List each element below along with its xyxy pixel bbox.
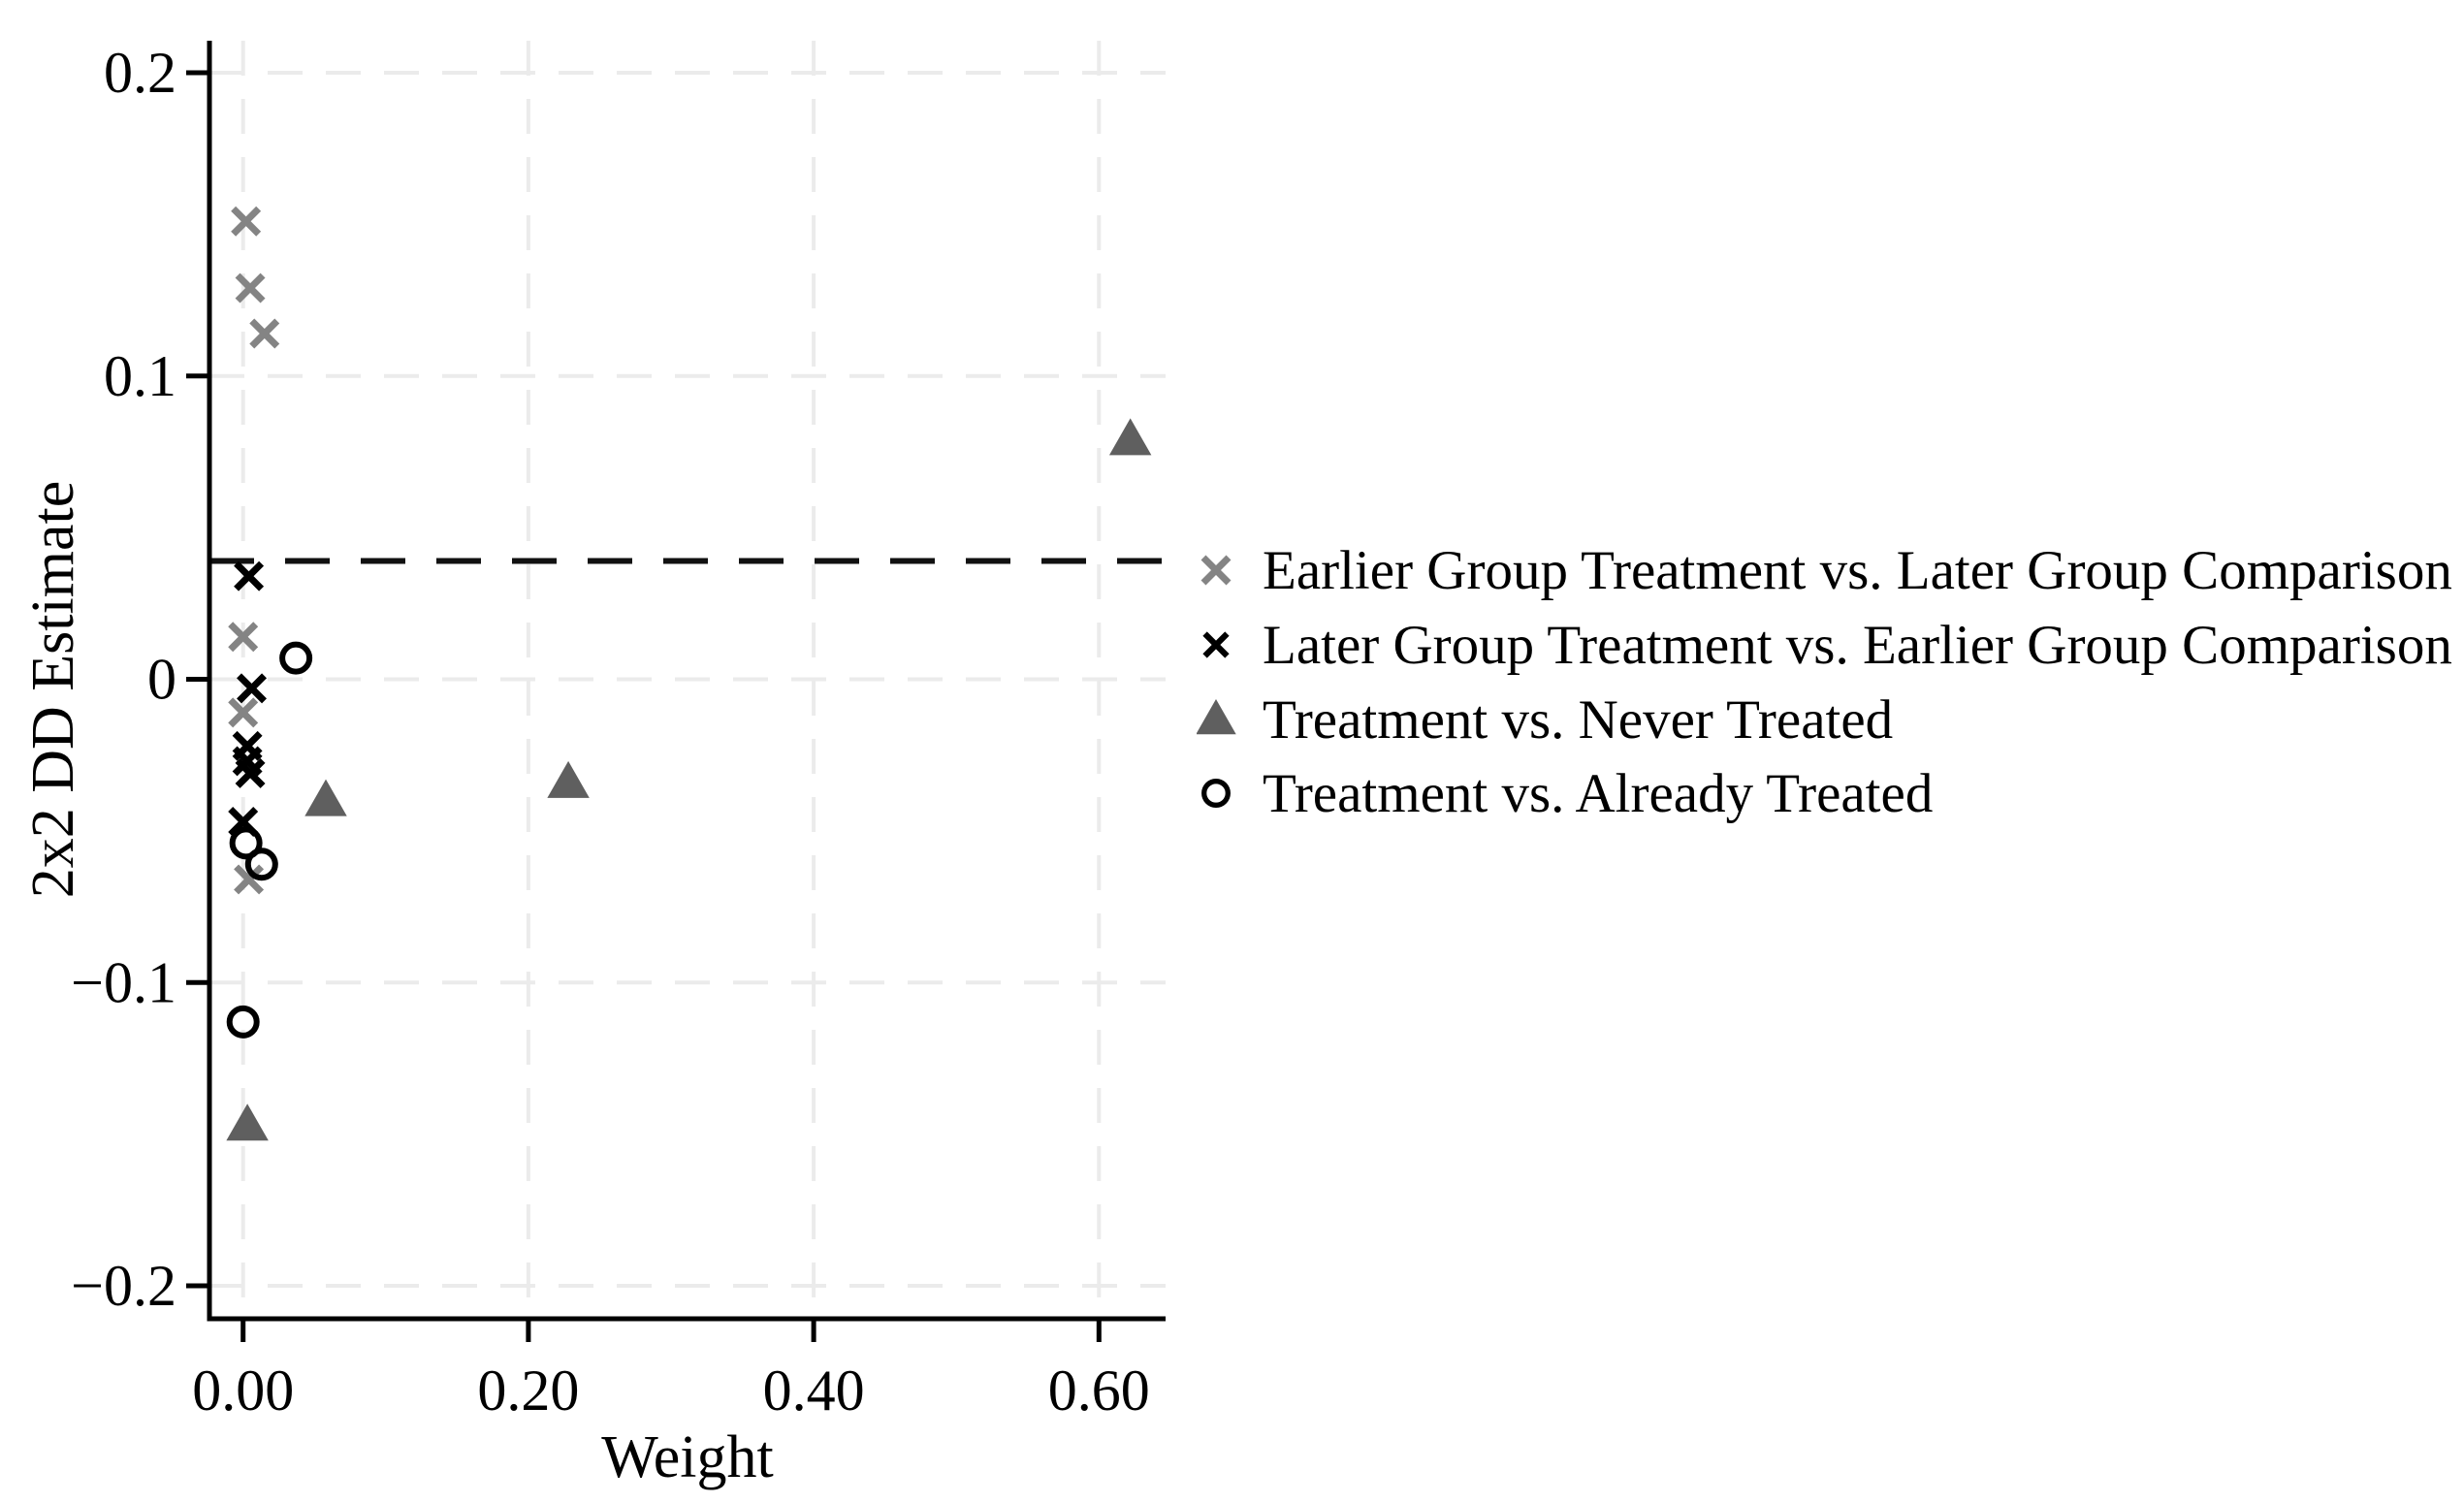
triangle-marker (1197, 698, 1236, 735)
x-axis-title: Weight (601, 1424, 774, 1490)
data-point-marker (1108, 418, 1152, 456)
x-tick-label: 0.20 (477, 1359, 579, 1423)
legend-item: Treatment vs. Already Treated (1197, 760, 1933, 826)
legend-item: Later Group Treatment vs. Earlier Group … (1197, 612, 2452, 678)
y-tick-label: 0.1 (104, 344, 176, 408)
x-marker (235, 757, 266, 788)
legend-marker-icon (1202, 631, 1230, 658)
y-tick-label: −0.1 (71, 950, 176, 1014)
x-marker (231, 206, 262, 237)
x-marker (228, 697, 259, 728)
circle-marker (244, 847, 278, 881)
data-point-marker (249, 318, 280, 349)
legend-marker-icon (1200, 555, 1232, 586)
circle-marker (279, 641, 313, 675)
legend-marker-icon (1201, 779, 1231, 808)
x-marker (234, 864, 265, 895)
legend-item: Treatment vs. Never Treated (1197, 687, 1893, 752)
y-tick-label: 0 (147, 648, 176, 712)
y-tick-label: 0.2 (104, 41, 176, 105)
x-marker (1200, 555, 1232, 586)
data-point-marker (228, 622, 259, 653)
x-marker (237, 673, 268, 704)
x-marker (1202, 631, 1230, 658)
triangle-marker (304, 779, 347, 816)
data-point-marker (226, 1005, 260, 1039)
legend-label: Later Group Treatment vs. Earlier Group … (1263, 614, 2452, 676)
data-point-marker (279, 641, 313, 675)
triangle-marker (547, 760, 590, 798)
x-tick-label: 0.00 (192, 1359, 294, 1423)
data-point-marker (234, 864, 265, 895)
data-point-marker (226, 1103, 269, 1141)
data-point-marker (235, 757, 266, 788)
legend-label: Earlier Group Treatment vs. Later Group … (1263, 539, 2452, 601)
data-point-marker (229, 826, 263, 860)
data-point-marker (547, 760, 590, 798)
triangle-marker (226, 1103, 269, 1141)
x-marker (228, 622, 259, 653)
data-point-marker (304, 779, 347, 816)
x-marker (235, 272, 266, 304)
y-axis-title: 2x2 DD Estimate (20, 480, 86, 899)
data-point-marker (237, 673, 268, 704)
circle-marker (1201, 779, 1231, 808)
x-tick-label: 0.40 (763, 1359, 865, 1423)
data-point-marker (228, 697, 259, 728)
circle-marker (229, 826, 263, 860)
data-point-marker (231, 206, 262, 237)
x-marker (234, 560, 265, 592)
y-tick-label: −0.2 (71, 1254, 176, 1318)
legend-item: Earlier Group Treatment vs. Later Group … (1197, 537, 2452, 603)
data-point-marker (234, 560, 265, 592)
triangle-marker (1108, 418, 1152, 456)
x-marker (249, 318, 280, 349)
legend-marker-icon (1197, 698, 1236, 735)
legend-label: Treatment vs. Never Treated (1263, 688, 1894, 751)
x-tick-label: 0.60 (1048, 1359, 1150, 1423)
legend-label: Treatment vs. Already Treated (1263, 762, 1934, 824)
circle-marker (226, 1005, 260, 1039)
data-point-marker (235, 272, 266, 304)
data-point-marker (244, 847, 278, 881)
